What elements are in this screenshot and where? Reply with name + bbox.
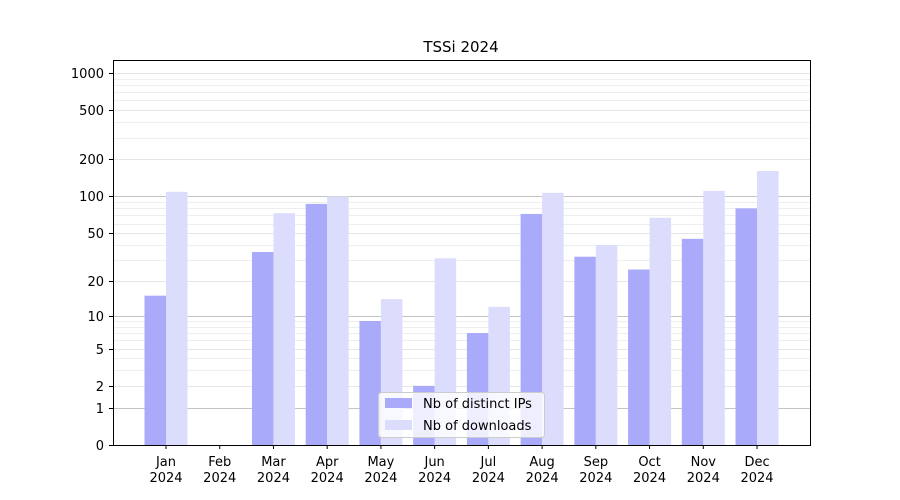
- x-tick-label-month: Jun: [423, 455, 444, 470]
- bar-distinct-ips: [628, 269, 650, 445]
- bar-downloads: [166, 191, 188, 445]
- legend-box: [378, 392, 545, 438]
- y-tick-label: 200: [79, 153, 104, 168]
- bar-distinct-ips: [251, 252, 274, 445]
- x-tick-label-year: 2024: [364, 471, 397, 486]
- x-tick-label-year: 2024: [149, 471, 182, 486]
- x-tick-label-year: 2024: [311, 471, 344, 486]
- bar-distinct-ips: [735, 208, 758, 445]
- x-tick-label-year: 2024: [687, 471, 720, 486]
- y-tick-label: 20: [87, 275, 104, 290]
- x-tick-label-year: 2024: [472, 471, 505, 486]
- y-tick-label: 50: [87, 227, 104, 242]
- x-tick-label-month: Jul: [480, 455, 497, 470]
- y-tick-label: 5: [96, 343, 104, 358]
- y-axis: 0 1 2 5 10 20 50 100 200 500 1000: [71, 67, 113, 454]
- x-tick-label-month: Mar: [261, 455, 286, 470]
- legend-swatch-ips: [385, 398, 412, 408]
- y-tick-label: 10: [87, 310, 104, 325]
- bar-downloads: [649, 217, 672, 445]
- x-tick-label-year: 2024: [740, 471, 773, 486]
- x-tick-label-year: 2024: [633, 471, 666, 486]
- legend-swatch-downloads: [385, 420, 412, 430]
- y-tick-label: 1000: [71, 67, 104, 82]
- legend: Nb of distinct IPs Nb of downloads: [378, 392, 545, 438]
- legend-label-ips: Nb of distinct IPs: [423, 397, 532, 412]
- bar-distinct-ips: [681, 238, 704, 445]
- x-tick-label-year: 2024: [526, 471, 559, 486]
- bar-distinct-ips: [520, 213, 543, 445]
- x-tick-label-month: Dec: [744, 455, 769, 470]
- x-tick-label-month: Oct: [638, 455, 660, 470]
- x-tick-label-year: 2024: [203, 471, 236, 486]
- x-tick-label-month: Nov: [691, 455, 717, 470]
- y-tick-label: 100: [79, 190, 104, 205]
- y-tick-label: 500: [79, 104, 104, 119]
- bar-downloads: [703, 190, 725, 445]
- bar-downloads: [327, 196, 349, 445]
- y-tick-label: 1: [96, 402, 104, 417]
- chart-title: TSSi 2024: [422, 38, 498, 56]
- y-tick-label: 2: [96, 380, 104, 395]
- x-tick-label-year: 2024: [418, 471, 451, 486]
- x-tick-label-year: 2024: [257, 471, 290, 486]
- legend-label-downloads: Nb of downloads: [423, 419, 532, 434]
- x-tick-label-month: Apr: [316, 455, 339, 470]
- grid-lines: [113, 73, 810, 409]
- bar-distinct-ips: [359, 321, 381, 445]
- x-tick-label-month: Aug: [529, 455, 554, 470]
- x-tick-label-month: May: [367, 455, 394, 470]
- x-tick-label-month: Sep: [584, 455, 609, 470]
- x-tick-label-month: Jan: [155, 455, 176, 470]
- bar-distinct-ips: [574, 256, 596, 445]
- plot-frame: [113, 60, 811, 446]
- x-tick-label-month: Feb: [208, 455, 231, 470]
- bar-distinct-ips: [144, 295, 166, 445]
- bar-downloads: [595, 245, 618, 445]
- bar-downloads: [757, 171, 779, 445]
- bar-downloads: [542, 192, 564, 445]
- bar-distinct-ips: [305, 203, 328, 445]
- bar-downloads: [273, 213, 295, 445]
- x-tick-label-year: 2024: [579, 471, 612, 486]
- y-tick-label: 0: [96, 439, 104, 454]
- x-axis: Jan2024Feb2024Mar2024Apr2024May2024Jun20…: [149, 445, 774, 486]
